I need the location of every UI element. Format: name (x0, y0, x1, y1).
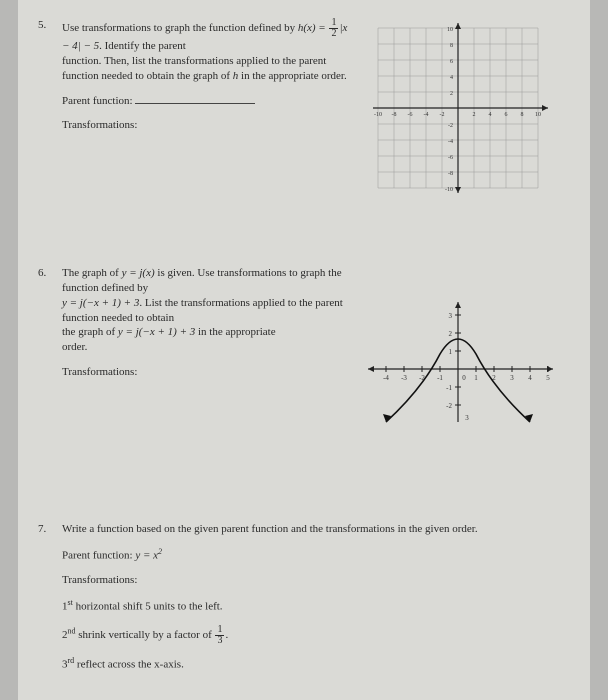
svg-text:4: 4 (450, 75, 453, 81)
svg-text:-6: -6 (408, 112, 413, 118)
fraction: 1 2 (329, 18, 338, 39)
svg-text:2: 2 (449, 330, 453, 338)
graph-6: -4-3-2 -10 123 45 32 1 -1-2 3 (358, 294, 558, 424)
transformation-2: 2nd shrink vertically by a factor of 13. (62, 625, 558, 646)
problem-stem: -10-8-6 -4-2 246 810 108 64 2 -2-4 -6-8 … (62, 18, 558, 198)
svg-text:3: 3 (510, 374, 514, 382)
trans-text: . (225, 629, 228, 641)
svg-text:8: 8 (450, 43, 453, 49)
stem-text: . Identify the parent (99, 40, 186, 52)
formula: y = j(x) (122, 267, 155, 279)
trans-text: horizontal shift 5 units to the left. (73, 601, 223, 613)
worksheet-page: 5. (18, 0, 590, 700)
problem-7: 7. Write a function based on the given p… (56, 522, 558, 672)
svg-text:4: 4 (489, 112, 492, 118)
trans-text: reflect across the x-axis. (74, 658, 184, 670)
svg-text:3: 3 (449, 312, 453, 320)
svg-text:-10: -10 (374, 112, 382, 118)
svg-text:-8: -8 (392, 112, 397, 118)
svg-text:1: 1 (474, 374, 478, 382)
label-text: Parent function: (62, 95, 133, 107)
problem-stem: -4-3-2 -10 123 45 32 1 -1-2 3 The graph (62, 266, 558, 424)
svg-text:5: 5 (546, 374, 550, 382)
stem-text: Use transformations to graph the functio… (62, 22, 298, 34)
svg-text:-3: -3 (401, 374, 407, 382)
transformations-label: Transformations: (62, 573, 558, 588)
stem-text: order. (62, 341, 87, 353)
svg-text:-1: -1 (437, 374, 443, 382)
svg-text:4: 4 (528, 374, 532, 382)
svg-text:2: 2 (473, 112, 476, 118)
stem-text: the graph of (62, 326, 118, 338)
formula-lhs: h(x) = (298, 22, 326, 34)
svg-text:-2: -2 (448, 123, 453, 129)
formula: y = j(−x + 1) + 3 (118, 326, 195, 338)
problem-6: 6. (56, 266, 558, 424)
svg-text:8: 8 (521, 112, 524, 118)
svg-text:1: 1 (449, 348, 453, 356)
frac-den: 3 (215, 636, 224, 646)
problem-stem: Write a function based on the given pare… (62, 522, 558, 672)
transformation-3: 3rd reflect across the x-axis. (62, 656, 558, 673)
transformation-1: 1st horizontal shift 5 units to the left… (62, 598, 558, 615)
stem-text: in the appropriate (198, 326, 276, 338)
svg-text:6: 6 (505, 112, 508, 118)
formula: y = j(−x + 1) + 3 (62, 297, 139, 309)
problem-5: 5. (56, 18, 558, 198)
ordinal-sup: nd (68, 626, 76, 635)
svg-text:-10: -10 (445, 187, 453, 193)
svg-text:10: 10 (447, 27, 453, 33)
graph-5: -10-8-6 -4-2 246 810 108 64 2 -2-4 -6-8 … (358, 18, 558, 198)
blank-line (135, 94, 255, 104)
svg-text:2: 2 (450, 91, 453, 97)
label-text: Parent function: (62, 550, 135, 562)
svg-text:6: 6 (450, 59, 453, 65)
stem-text: in the appropriate order. (238, 70, 346, 82)
stem-text: The graph of (62, 267, 122, 279)
problem-number: 6. (38, 266, 46, 281)
problem-number: 5. (38, 18, 46, 33)
problem-number: 7. (38, 522, 46, 537)
svg-text:-4: -4 (448, 139, 453, 145)
svg-text:-4: -4 (383, 374, 389, 382)
svg-text:-6: -6 (448, 155, 453, 161)
trans-text: shrink vertically by a factor of (76, 629, 215, 641)
exponent: 2 (158, 547, 162, 556)
svg-text:-2: -2 (446, 402, 452, 410)
svg-text:3: 3 (465, 414, 469, 422)
fraction: 13 (215, 625, 224, 646)
svg-text:-1: -1 (446, 384, 452, 392)
frac-den: 2 (329, 29, 338, 39)
svg-text:10: 10 (535, 112, 541, 118)
svg-text:-8: -8 (448, 171, 453, 177)
stem-text: Write a function based on the given pare… (62, 523, 478, 535)
svg-text:-2: -2 (440, 112, 445, 118)
parent-function-label: Parent function: y = x2 (62, 547, 558, 564)
parent-formula: y = x (135, 550, 158, 562)
svg-text:-4: -4 (424, 112, 429, 118)
svg-text:0: 0 (462, 374, 466, 382)
